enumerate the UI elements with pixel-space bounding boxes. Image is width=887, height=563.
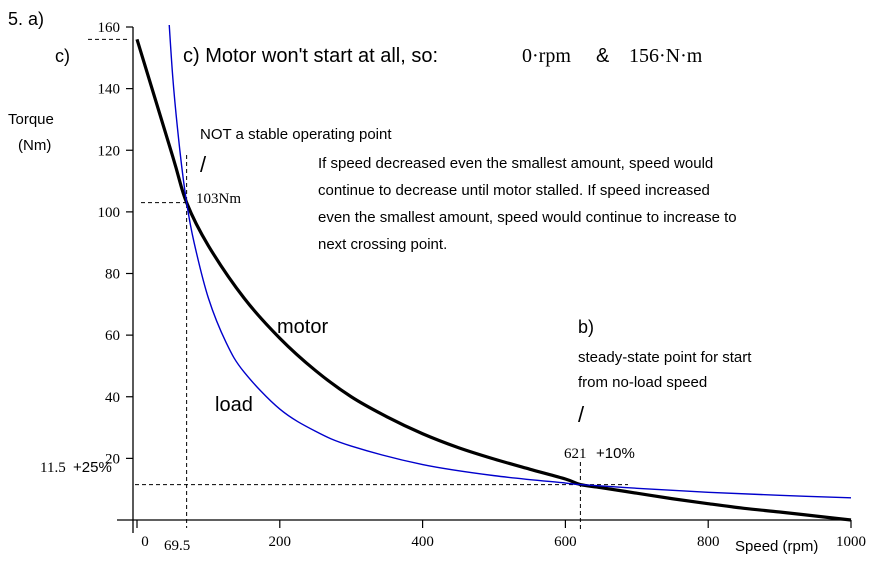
x-tick-label: 400 <box>411 534 434 550</box>
y-tick-label: 120 <box>98 143 121 159</box>
b-label: b) <box>578 317 594 337</box>
problem-label: 5. a) <box>8 9 44 29</box>
steady-torque-value: 11.5 <box>40 460 66 476</box>
steady-state-line-2: from no-load speed <box>578 374 707 391</box>
steady-state-line-1: steady-state point for start <box>578 349 752 366</box>
x-tick-label: 800 <box>697 534 720 550</box>
c-ampersand: & <box>596 45 610 67</box>
motor-curve-label: motor <box>277 316 328 338</box>
curves <box>135 25 852 522</box>
unstable-point-marker: / <box>200 152 207 177</box>
unstable-speed-label: 69.5 <box>164 538 190 554</box>
y-tick-label: 20 <box>105 451 120 467</box>
steady-speed-tolerance: +10% <box>596 445 635 462</box>
x-axis-label: Speed (rpm) <box>735 538 818 555</box>
y-tick-label: 80 <box>105 267 120 283</box>
axis-ticks: 0 200 400 600 800 1000 20 40 60 80 100 120 140 160 <box>98 20 867 550</box>
explanation-line-4: next crossing point. <box>318 236 447 253</box>
y-tick-label: 60 <box>105 328 120 344</box>
guide-lines <box>88 38 628 530</box>
steady-state-marker: / <box>578 402 585 427</box>
x-tick-label: 0 <box>141 534 149 550</box>
load-curve <box>168 25 852 499</box>
load-curve-label: load <box>215 394 253 416</box>
y-axis-label-line1: Torque <box>8 111 54 128</box>
y-tick-label: 40 <box>105 390 120 406</box>
explanation-line-1: If speed decreased even the smallest amo… <box>318 155 713 172</box>
explanation-line-2: continue to decrease until motor stalled… <box>318 182 710 199</box>
x-tick-label: 600 <box>554 534 577 550</box>
y-axis-label-line2: (Nm) <box>18 137 51 154</box>
c-torque-value: 156·N·m <box>629 45 703 67</box>
motor-curve <box>135 38 852 522</box>
x-tick-label: 1000 <box>836 534 866 550</box>
c-statement: c) Motor won't start at all, so: <box>183 45 438 67</box>
unstable-point-title: NOT a stable operating point <box>200 126 392 143</box>
c-label: c) <box>55 46 70 66</box>
explanation-line-3: even the smallest amount, speed would co… <box>318 209 737 226</box>
c-rpm-value: 0·rpm <box>522 45 571 67</box>
y-tick-label: 100 <box>98 205 121 221</box>
steady-speed-value: 621 <box>564 446 587 462</box>
x-tick-label: 200 <box>269 534 292 550</box>
steady-torque-tolerance: +25% <box>73 459 112 476</box>
y-tick-label: 160 <box>98 20 121 36</box>
unstable-torque-label: 103Nm <box>196 191 241 207</box>
y-tick-label: 140 <box>98 82 121 98</box>
